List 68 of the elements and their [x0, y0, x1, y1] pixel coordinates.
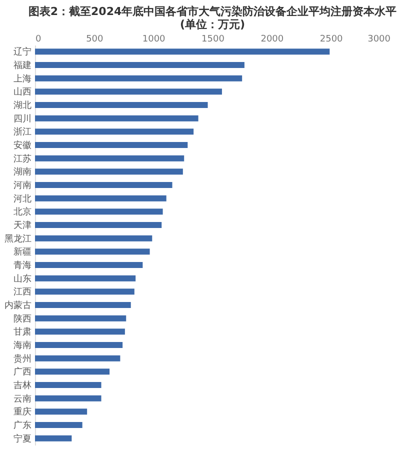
y-tick-label: 青海: [14, 260, 32, 271]
bar: [35, 88, 222, 95]
bar: [35, 102, 208, 108]
bar: [35, 328, 125, 335]
bar: [35, 182, 172, 188]
bar: [35, 248, 150, 255]
y-tick-label: 甘肃: [14, 326, 32, 338]
bar: [35, 355, 120, 362]
y-tick-label: 黑龙江: [4, 233, 32, 244]
x-tick-label: 0: [36, 34, 42, 44]
x-tick-label: 3000: [368, 34, 391, 44]
bar: [35, 128, 194, 135]
y-tick-label: 湖北: [14, 100, 32, 111]
bar: [35, 408, 88, 415]
y-tick-label: 内蒙古: [4, 300, 32, 311]
y-tick-label: 陕西: [14, 313, 32, 324]
bar: [35, 195, 166, 202]
y-tick-label: 吉林: [14, 380, 32, 391]
chart-title: 图表2：截至2024年底中国各省市大气污染防治设备企业平均注册资本水平 (单位：万元): [28, 5, 397, 31]
bar: [35, 275, 136, 282]
y-tick-label: 广西: [14, 366, 32, 378]
y-tick-label: 广东: [14, 420, 32, 431]
y-tick-label: 贵州: [14, 353, 32, 364]
bar: [35, 62, 244, 68]
y-tick-label: 四川: [14, 113, 32, 124]
bar: [35, 115, 198, 122]
bar: [35, 302, 131, 308]
x-tick-label: 1000: [142, 34, 166, 44]
y-tick-label: 河北: [14, 193, 32, 204]
bar: [35, 168, 183, 175]
bar: [35, 75, 242, 82]
y-tick-label: 山东: [14, 273, 32, 284]
bar: [35, 342, 123, 348]
y-tick-label: 新疆: [14, 246, 32, 258]
y-tick-label: 山西: [14, 86, 32, 98]
y-tick-label: 辽宁: [14, 46, 32, 58]
bar: [35, 382, 102, 388]
x-tick-label: 500: [86, 34, 104, 44]
bar: [35, 48, 330, 55]
y-tick-label: 北京: [14, 206, 32, 218]
bar: [35, 395, 102, 402]
bar: [35, 235, 152, 242]
x-tick-label: 2000: [260, 34, 284, 44]
bar: [35, 262, 143, 268]
x-tick-label: 1500: [202, 34, 225, 44]
bar: [35, 155, 184, 162]
bar: [35, 422, 82, 428]
bar: [35, 288, 134, 295]
y-tick-label: 福建: [14, 60, 32, 71]
y-tick-label: 海南: [14, 340, 32, 351]
bar: [35, 222, 162, 228]
y-tick-label: 天津: [14, 220, 32, 231]
bar: [35, 208, 163, 215]
x-tick-label: 2500: [320, 34, 344, 44]
y-tick-label: 湖南: [14, 166, 32, 178]
bar: [35, 142, 188, 148]
bar: [35, 368, 110, 375]
y-tick-label: 河南: [14, 180, 32, 191]
y-tick-label: 重庆: [14, 406, 32, 418]
bar: [35, 435, 72, 442]
y-tick-label: 浙江: [14, 126, 32, 138]
y-tick-label: 上海: [14, 73, 32, 84]
y-tick-label: 安徽: [14, 140, 32, 151]
y-tick-label: 宁夏: [14, 433, 32, 444]
y-tick-label: 江西: [14, 286, 32, 298]
bar: [35, 315, 126, 322]
y-tick-label: 江苏: [14, 153, 32, 164]
y-tick-label: 云南: [14, 393, 32, 404]
